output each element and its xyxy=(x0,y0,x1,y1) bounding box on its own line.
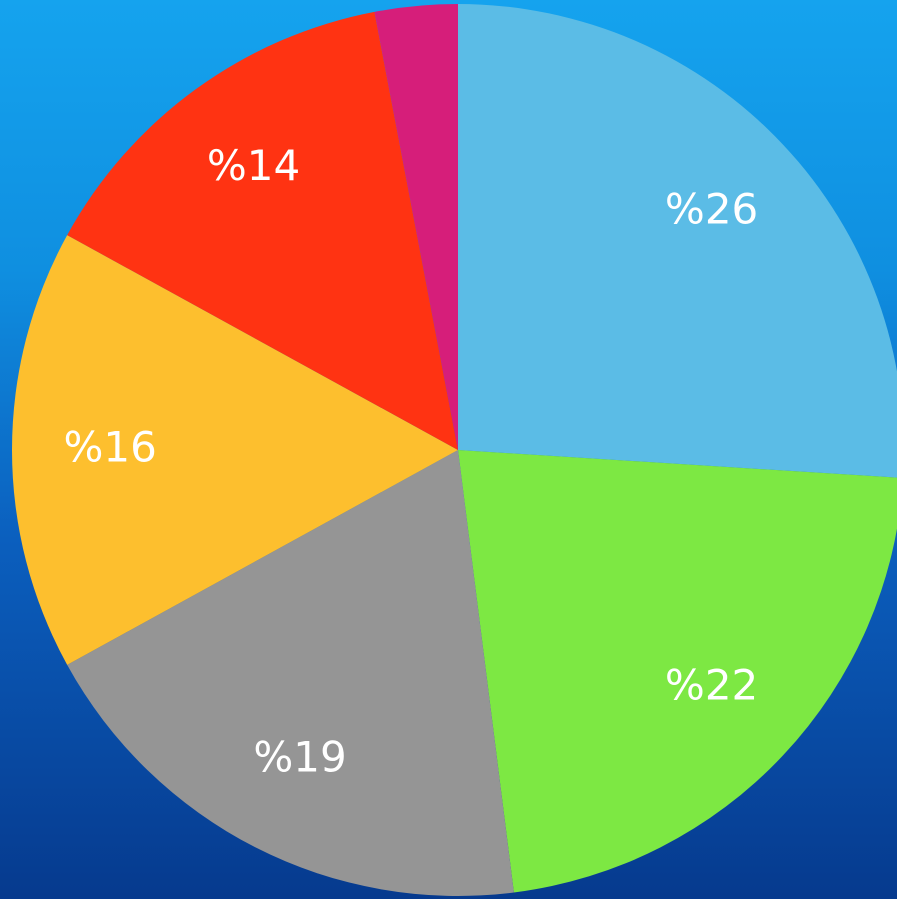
slice-label: %19 xyxy=(253,732,346,781)
slice-label: %14 xyxy=(207,141,300,190)
page: {"chart_data": {"type": "pie", "values":… xyxy=(0,0,897,899)
slice-label: %22 xyxy=(665,661,758,710)
slice-label: %26 xyxy=(665,184,758,233)
chart: %26 %22 %19 %16 %14 xyxy=(0,0,897,899)
slice-label: %16 xyxy=(63,423,156,472)
